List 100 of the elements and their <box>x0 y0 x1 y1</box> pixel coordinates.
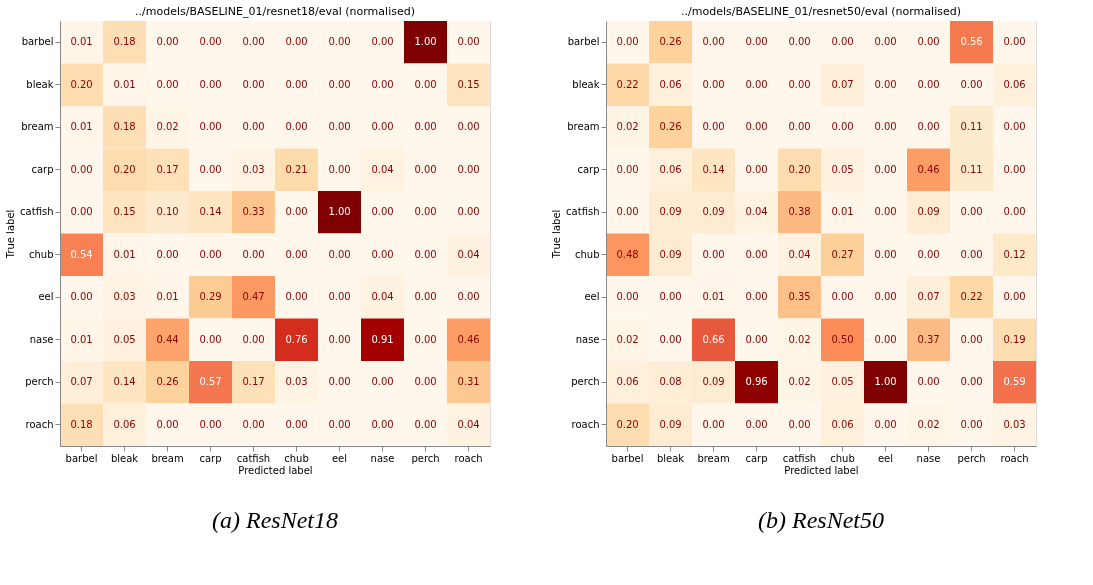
data-label: 0.47 <box>242 291 265 303</box>
data-label: 0.44 <box>156 333 179 345</box>
data-label: 0.96 <box>745 376 768 388</box>
data-label: 0.46 <box>917 163 940 175</box>
data-label: 0.00 <box>371 78 394 90</box>
data-label: 0.02 <box>788 376 811 388</box>
data-label: 0.00 <box>1003 121 1026 133</box>
data-label: 0.33 <box>242 206 265 218</box>
data-label: 0.11 <box>960 121 983 133</box>
data-label: 0.00 <box>1003 36 1026 48</box>
data-label: 0.01 <box>113 78 136 90</box>
x-tick-label: bream <box>151 452 184 464</box>
y-tick-label: roach <box>571 418 600 430</box>
y-tick-label: catfish <box>566 206 600 218</box>
data-label: 0.20 <box>788 163 811 175</box>
data-label: 0.00 <box>328 163 351 175</box>
data-label: 0.00 <box>328 376 351 388</box>
data-label: 0.11 <box>960 163 983 175</box>
x-tick-label: roach <box>1000 452 1029 464</box>
data-label: 0.18 <box>70 418 93 430</box>
data-label: 0.08 <box>659 376 682 388</box>
chart-title: ../models/BASELINE_01/resnet18/eval (normalised) <box>135 5 415 18</box>
y-tick-label: nase <box>575 333 600 345</box>
y-tick-label: bleak <box>26 78 54 90</box>
data-label: 0.00 <box>242 36 265 48</box>
data-label: 0.00 <box>960 206 983 218</box>
data-label: 0.00 <box>414 418 437 430</box>
data-label: 0.00 <box>960 418 983 430</box>
data-label: 0.00 <box>285 78 308 90</box>
data-label: 0.00 <box>285 206 308 218</box>
data-label: 0.06 <box>616 376 639 388</box>
data-label: 0.00 <box>242 78 265 90</box>
y-tick-label: carp <box>31 163 54 175</box>
x-tick-label: eel <box>331 452 348 464</box>
data-label: 0.05 <box>831 163 854 175</box>
data-label: 0.00 <box>917 376 940 388</box>
x-tick-label: carp <box>199 452 222 464</box>
x-tick-label: bream <box>697 452 730 464</box>
data-label: 0.01 <box>156 291 179 303</box>
data-label: 0.00 <box>199 418 222 430</box>
data-label: 0.00 <box>199 163 222 175</box>
data-label: 0.00 <box>960 248 983 260</box>
x-tick-label: perch <box>957 452 986 464</box>
data-label: 0.00 <box>414 121 437 133</box>
data-label: 0.20 <box>113 163 136 175</box>
x-tick-label: bleak <box>110 452 139 464</box>
y-tick-label: nase <box>29 333 54 345</box>
data-label: 0.00 <box>457 163 480 175</box>
data-label: 0.01 <box>702 291 725 303</box>
y-tick-label: chub <box>574 248 600 260</box>
data-label: 0.09 <box>917 206 940 218</box>
data-label: 0.00 <box>659 333 682 345</box>
data-label: 0.00 <box>371 376 394 388</box>
data-label: 0.07 <box>917 291 940 303</box>
data-label: 0.00 <box>831 291 854 303</box>
x-tick-label: perch <box>411 452 440 464</box>
data-label: 0.38 <box>788 206 811 218</box>
data-label: 0.00 <box>70 291 93 303</box>
data-label: 0.00 <box>199 36 222 48</box>
x-axis-title: Predicted label <box>784 464 859 476</box>
data-label: 0.01 <box>70 121 93 133</box>
data-label: 0.00 <box>745 163 768 175</box>
text: (a) ResNet18 <box>212 507 338 533</box>
data-label: 0.00 <box>874 291 897 303</box>
y-axis-title: True label <box>551 209 563 260</box>
data-label: 0.01 <box>70 36 93 48</box>
data-label: 0.02 <box>788 333 811 345</box>
y-tick-label: perch <box>571 376 600 388</box>
data-label: 0.22 <box>960 291 983 303</box>
data-label: 0.00 <box>702 78 725 90</box>
x-tick-label: carp <box>745 452 768 464</box>
data-label: 0.02 <box>156 121 179 133</box>
data-label: 0.00 <box>745 418 768 430</box>
data-label: 0.00 <box>874 36 897 48</box>
data-label: 0.00 <box>242 121 265 133</box>
data-label: 0.00 <box>1003 291 1026 303</box>
data-label: 0.03 <box>285 376 308 388</box>
x-tick-label: roach <box>454 452 483 464</box>
data-label: 0.04 <box>371 291 394 303</box>
data-label: 0.09 <box>659 418 682 430</box>
data-label: 0.00 <box>328 36 351 48</box>
data-label: 0.57 <box>199 376 222 388</box>
data-label: 0.46 <box>457 333 480 345</box>
data-label: 0.66 <box>702 333 725 345</box>
data-label: 0.00 <box>457 121 480 133</box>
y-tick-label: chub <box>28 248 54 260</box>
data-label: 0.54 <box>70 248 93 260</box>
data-label: 0.15 <box>113 206 136 218</box>
x-tick-label: barbel <box>65 452 98 464</box>
data-label: 0.09 <box>702 206 725 218</box>
data-label: 0.00 <box>788 78 811 90</box>
data-label: 0.00 <box>917 36 940 48</box>
data-label: 0.00 <box>328 78 351 90</box>
data-label: 0.00 <box>242 248 265 260</box>
chart-title: ../models/BASELINE_01/resnet50/eval (normalised) <box>681 5 961 18</box>
data-label: 0.00 <box>616 163 639 175</box>
data-label: 0.00 <box>414 248 437 260</box>
data-label: 0.10 <box>156 206 179 218</box>
data-label: 0.00 <box>285 418 308 430</box>
y-tick-label: catfish <box>20 206 54 218</box>
